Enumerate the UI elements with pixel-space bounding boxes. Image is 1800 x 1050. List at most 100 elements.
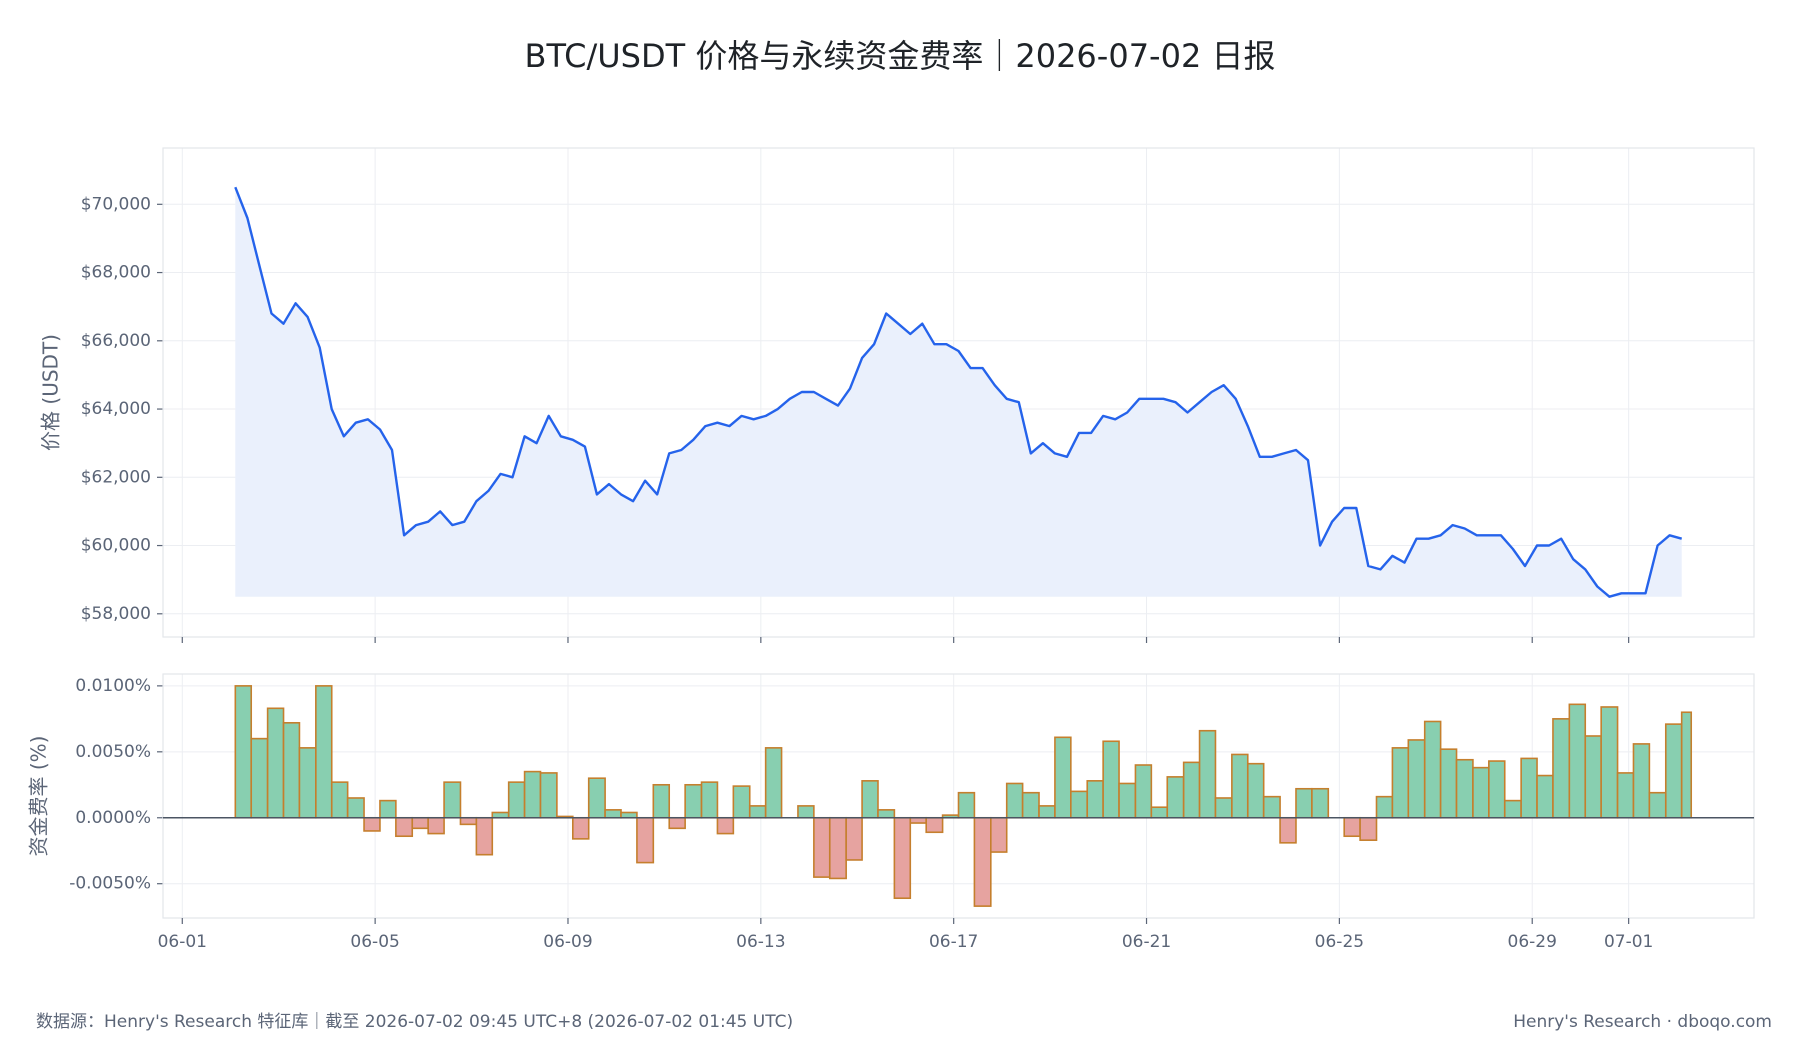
funding-bar	[1214, 797, 1233, 819]
x-tick-label: 06-13	[736, 932, 785, 952]
funding-bar	[1664, 723, 1683, 819]
funding-bar	[1166, 776, 1185, 819]
funding-bar	[507, 781, 526, 819]
y-tick-label: 0.0050%	[75, 742, 151, 762]
funding-bar	[1231, 753, 1249, 819]
funding-bar	[1182, 761, 1201, 819]
funding-bar	[379, 799, 397, 819]
funding-bar	[1536, 774, 1554, 819]
y-tick-label: $70,000	[81, 194, 151, 214]
funding-bar	[250, 737, 269, 819]
funding-bar	[475, 816, 494, 856]
funding-bar	[491, 811, 510, 819]
funding-bar	[1359, 816, 1378, 841]
y-tick-label: $68,000	[81, 263, 151, 283]
y-tick-label: $64,000	[81, 399, 151, 419]
funding-bar	[620, 811, 638, 819]
funding-bar	[539, 772, 558, 819]
funding-bar	[652, 783, 671, 819]
y-tick-label: $58,000	[81, 604, 151, 624]
y-tick-label: 0.0100%	[75, 676, 151, 696]
funding-bar	[1279, 816, 1297, 844]
funding-bar	[1584, 735, 1602, 819]
funding-bar	[957, 791, 976, 819]
funding-bar	[636, 816, 655, 864]
x-tick-label: 06-21	[1122, 932, 1171, 952]
funding-bar	[587, 777, 606, 819]
x-tick-label: 07-01	[1604, 932, 1653, 952]
funding-bar	[523, 770, 542, 819]
funding-bar	[990, 816, 1008, 853]
funding-bar	[1134, 764, 1153, 819]
funding-bar	[845, 816, 863, 861]
y-axis-title: 资金费率 (%)	[27, 736, 51, 857]
x-tick-label: 06-05	[350, 932, 399, 952]
funding-bar	[1343, 816, 1361, 838]
funding-bar	[282, 721, 301, 819]
funding-bar	[700, 781, 719, 819]
funding-bar	[1070, 790, 1089, 819]
funding-bar	[1198, 729, 1217, 819]
funding-bar	[1262, 795, 1281, 819]
funding-bar	[1311, 787, 1330, 819]
funding-bar	[1439, 748, 1458, 819]
funding-bar	[1375, 795, 1394, 819]
funding-bar	[1600, 706, 1619, 819]
funding-bar	[1102, 740, 1120, 819]
funding-bar	[1021, 791, 1040, 819]
x-tick-label: 06-09	[543, 932, 592, 952]
x-tick-label: 06-29	[1508, 932, 1557, 952]
funding-bar	[732, 785, 751, 819]
funding-bar	[315, 685, 333, 819]
funding-bar	[1680, 711, 1693, 819]
plot-frame	[162, 673, 1755, 919]
y-tick-label: 0.0000%	[75, 808, 151, 828]
funding-bar	[1038, 805, 1056, 819]
y-tick-label: $62,000	[81, 467, 151, 487]
funding-bar	[604, 809, 622, 819]
footer-credit: Henry's Research · dboqo.com	[1513, 1012, 1772, 1032]
funding-bar	[298, 747, 317, 819]
plot-frame	[162, 147, 1755, 638]
funding-bar	[1503, 799, 1522, 819]
funding-bar	[1632, 743, 1651, 819]
funding-bar	[1423, 720, 1442, 819]
funding-bar	[893, 816, 912, 900]
funding-bar	[1472, 766, 1490, 819]
y-tick-label: -0.0050%	[69, 874, 151, 894]
funding-bar	[1520, 757, 1538, 819]
funding-bar	[1407, 739, 1426, 819]
funding-bar	[925, 816, 944, 834]
price-line	[234, 186, 1683, 598]
funding-bar	[1648, 791, 1667, 819]
funding-bar	[395, 816, 414, 838]
funding-bar	[1616, 772, 1635, 819]
funding-bar	[1005, 782, 1024, 819]
funding-bar	[411, 816, 429, 830]
funding-bar	[1455, 758, 1474, 819]
funding-bar	[330, 781, 349, 819]
funding-bar	[764, 747, 783, 819]
x-tick-label: 06-01	[158, 932, 207, 952]
footer-source: 数据源：Henry's Research 特征库｜截至 2026-07-02 0…	[36, 1012, 793, 1032]
funding-bar	[363, 816, 381, 832]
y-tick-label: $66,000	[81, 331, 151, 351]
funding-bar	[234, 685, 253, 819]
funding-bar	[1054, 736, 1072, 819]
funding-bar	[459, 816, 478, 826]
funding-bar	[684, 783, 703, 819]
funding-bar	[1150, 806, 1169, 819]
funding-bar	[266, 707, 285, 819]
funding-bar	[716, 816, 735, 835]
funding-bar	[572, 816, 590, 840]
funding-bar	[1391, 747, 1410, 819]
y-tick-label: $60,000	[81, 536, 151, 556]
funding-bar	[1246, 762, 1265, 819]
price-area	[235, 187, 1682, 597]
funding-bar	[1488, 760, 1506, 819]
funding-bar	[877, 809, 896, 819]
funding-bar	[346, 797, 365, 819]
funding-bar	[973, 816, 992, 907]
funding-bar	[668, 816, 686, 830]
funding-bar	[1086, 780, 1104, 819]
